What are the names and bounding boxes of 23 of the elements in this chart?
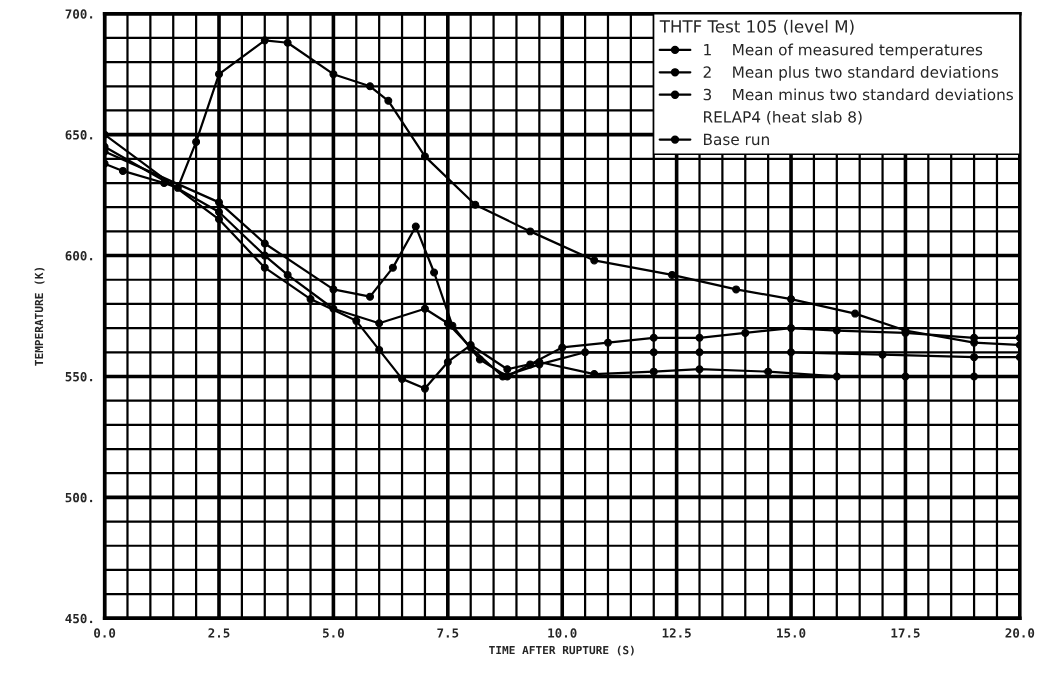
y-tick-label: 450. — [65, 613, 93, 624]
legend-label: 3 Mean minus two standard deviations — [703, 88, 1013, 101]
x-tick-label: 2.5 — [208, 628, 230, 638]
x-tick-label: 20.0 — [1005, 628, 1035, 638]
legend-label: Base run — [704, 133, 769, 146]
x-tick-label: 15.0 — [777, 628, 806, 638]
y-tick-label: 500. — [65, 492, 93, 503]
legend-label: 1 Mean of measured temperatures — [704, 43, 983, 59]
x-tick-label: 10.0 — [548, 628, 577, 638]
y-tick-label: 550. — [65, 371, 93, 382]
y-tick-label: 600. — [65, 251, 93, 261]
annotation: RELAP4 (heat slab 8) — [704, 110, 862, 125]
x-tick-label: 7.5 — [437, 628, 459, 638]
x-tick-label: 12.5 — [662, 628, 691, 638]
x-tick-label: 5.0 — [323, 628, 344, 638]
x-tick-label: 0.0 — [94, 628, 116, 638]
x-tick-label: 17.5 — [891, 628, 920, 638]
y-axis-title: TEMPERATURE (K) — [34, 267, 45, 366]
legend-label: 2 Mean plus two standard deviations — [703, 66, 999, 81]
y-tick-label: 650. — [65, 130, 93, 140]
x-axis-title: TIME AFTER RUPTURE (S) — [489, 645, 634, 656]
y-tick-label: 700. — [65, 9, 93, 19]
legend-title: THTF Test 105 (level M) — [659, 19, 854, 35]
